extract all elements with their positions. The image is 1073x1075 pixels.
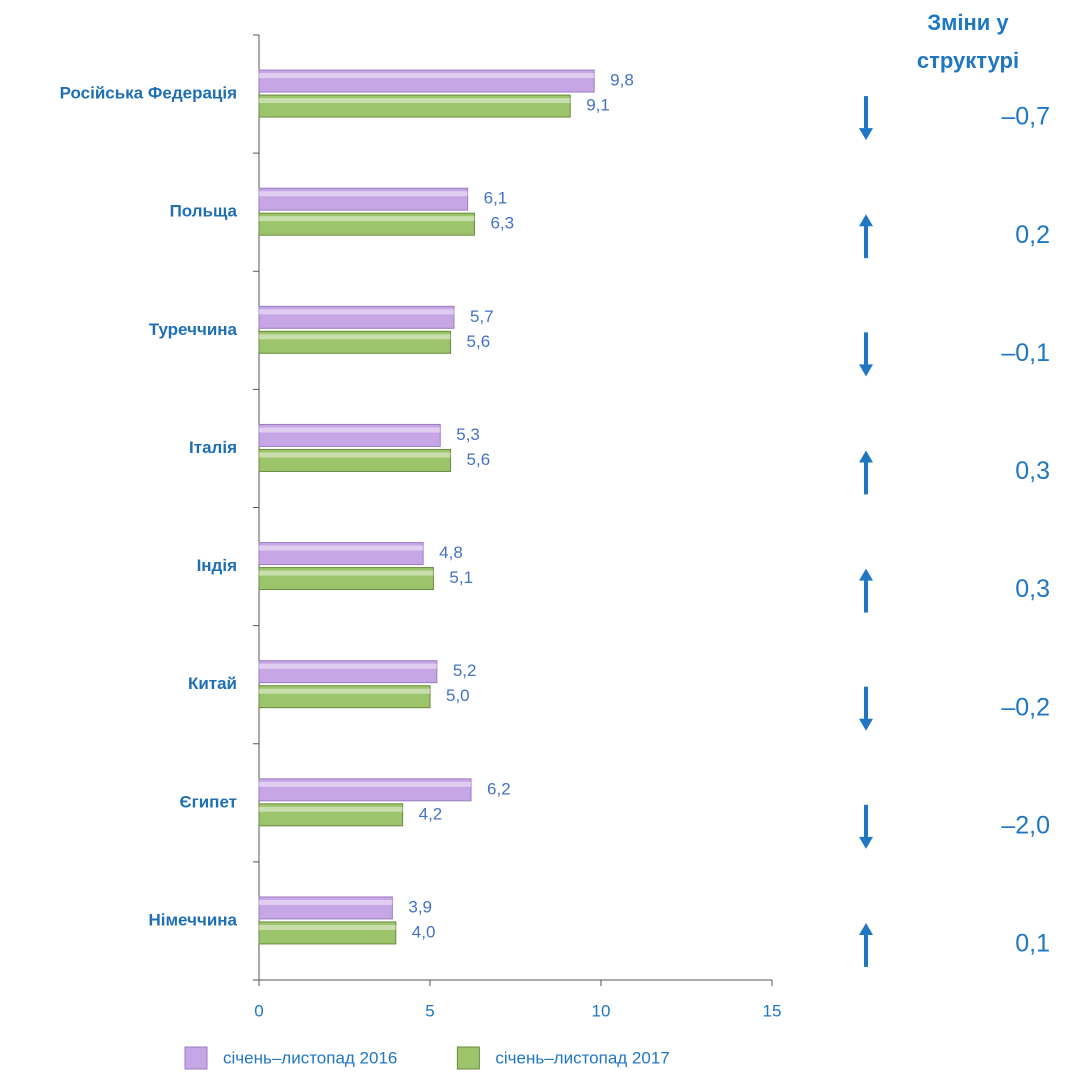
category-label: Німеччина <box>148 910 237 929</box>
change-label: 0,2 <box>1015 221 1050 249</box>
category-label: Індія <box>197 556 237 575</box>
change-label: –0,7 <box>1001 103 1050 131</box>
bar-highlight <box>259 73 595 79</box>
change-arrowhead <box>859 836 873 849</box>
bar-highlight <box>259 309 454 315</box>
value-label: 4,0 <box>412 922 436 941</box>
bar <box>258 542 424 566</box>
bar-highlight <box>259 334 451 340</box>
bar-highlight <box>259 688 430 694</box>
bar-highlight <box>259 924 396 930</box>
bar <box>258 330 452 354</box>
change-label: –0,2 <box>1001 693 1050 721</box>
bar <box>258 660 438 684</box>
bar-highlight <box>259 899 393 905</box>
legend-label: січень–листопад 2016 <box>223 1048 397 1067</box>
value-label: 4,2 <box>419 804 443 823</box>
category-label: Туреччина <box>149 320 238 339</box>
bar-highlight <box>259 216 475 222</box>
bar <box>258 94 571 118</box>
value-label: 5,7 <box>470 307 494 326</box>
change-label: 0,3 <box>1015 575 1050 603</box>
change-arrowhead <box>859 214 873 227</box>
category-label: Єгипет <box>180 792 237 811</box>
bar <box>258 423 441 447</box>
bar <box>258 69 595 93</box>
legend-label: січень–листопад 2017 <box>495 1048 669 1067</box>
value-label: 4,8 <box>439 543 463 562</box>
value-label: 6,3 <box>490 214 514 233</box>
bar-highlight <box>259 781 472 787</box>
legend-swatch <box>184 1046 208 1070</box>
bar <box>258 778 472 802</box>
change-arrowhead <box>859 568 873 581</box>
category-label: Польща <box>170 202 238 221</box>
value-label: 9,1 <box>586 96 610 115</box>
legend-swatch <box>456 1046 480 1070</box>
change-arrowhead <box>859 128 873 141</box>
bar-highlight <box>259 806 403 812</box>
value-label: 5,1 <box>449 568 473 587</box>
bar <box>258 567 434 591</box>
value-label: 5,6 <box>467 450 491 469</box>
value-label: 5,6 <box>467 332 491 351</box>
value-label: 6,2 <box>487 779 511 798</box>
bar <box>258 685 431 709</box>
x-tick-label: 15 <box>763 1001 782 1020</box>
bar <box>258 305 455 329</box>
value-label: 5,3 <box>456 425 480 444</box>
value-label: 3,9 <box>408 897 432 916</box>
change-label: 0,3 <box>1015 457 1050 485</box>
bar-highlight <box>259 191 468 197</box>
value-label: 5,2 <box>453 661 477 680</box>
bar-highlight <box>259 452 451 458</box>
bar <box>258 803 404 827</box>
change-label: 0,1 <box>1015 930 1050 958</box>
bar-highlight <box>259 427 441 433</box>
x-tick-label: 0 <box>254 1001 263 1020</box>
change-arrowhead <box>859 450 873 463</box>
category-label: Китай <box>188 674 237 693</box>
bar-highlight <box>259 98 571 104</box>
bar-highlight <box>259 570 434 576</box>
bar-highlight <box>259 545 424 551</box>
change-arrowhead <box>859 922 873 935</box>
category-label: Італія <box>189 438 237 457</box>
change-label: –0,1 <box>1001 339 1050 367</box>
bar-highlight <box>259 663 437 669</box>
bar <box>258 448 452 472</box>
bar <box>258 896 393 920</box>
bar <box>258 212 475 236</box>
value-label: 6,1 <box>484 189 508 208</box>
bar <box>258 187 469 211</box>
value-label: 5,0 <box>446 686 470 705</box>
change-label: –2,0 <box>1001 811 1050 839</box>
change-arrowhead <box>859 364 873 377</box>
value-label: 9,8 <box>610 71 634 90</box>
changes-title: Зміни у структурі <box>916 10 1020 73</box>
change-arrowhead <box>859 718 873 731</box>
x-tick-label: 5 <box>425 1001 434 1020</box>
bar <box>258 921 397 945</box>
x-tick-label: 10 <box>592 1001 611 1020</box>
category-label: Російська Федерація <box>60 84 237 103</box>
